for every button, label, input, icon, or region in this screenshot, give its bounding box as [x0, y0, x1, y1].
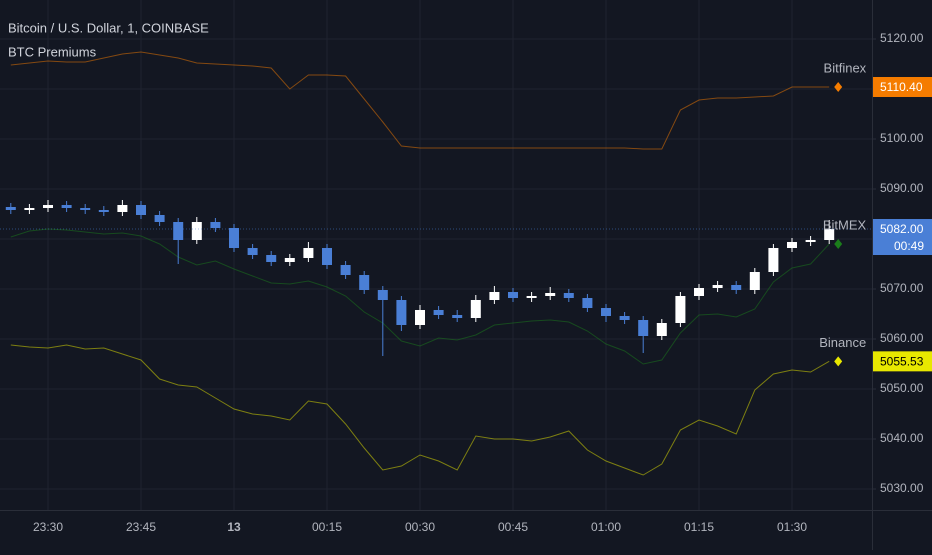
candle-body [43, 205, 53, 208]
series-line [10, 344, 830, 476]
candle-body [563, 293, 574, 298]
y-tick-label: 5050.00 [880, 381, 924, 395]
candle-body [377, 290, 388, 300]
y-tick-label: 5040.00 [880, 431, 924, 445]
candle-body [154, 215, 165, 222]
candle-body [303, 248, 314, 258]
chart-title: Bitcoin / U.S. Dollar, 1, COINBASE [8, 20, 209, 35]
y-tick-label: 5070.00 [880, 281, 924, 295]
candle-body [470, 300, 481, 318]
candle-body [749, 272, 760, 290]
x-tick-label: 23:45 [126, 520, 156, 534]
candle-body [694, 288, 704, 296]
x-tick-label: 23:30 [33, 520, 63, 534]
series-marker [834, 82, 843, 92]
candle-body [582, 298, 593, 308]
x-tick-label: 01:00 [591, 520, 621, 534]
candle-body [229, 228, 239, 248]
candle-body [656, 323, 667, 336]
candle-body [545, 293, 556, 296]
x-tick-label: 01:30 [777, 520, 807, 534]
candle-body [284, 258, 295, 262]
candle-body [508, 292, 518, 298]
series-name: Binance [819, 335, 866, 350]
candle-body [601, 308, 611, 316]
y-tick-label: 5120.00 [880, 31, 924, 45]
candle-body [247, 248, 258, 255]
candle-body [136, 205, 146, 215]
candle-body [359, 275, 370, 290]
candle-body [340, 265, 351, 275]
y-tick-label: 5060.00 [880, 331, 924, 345]
candle-body [433, 310, 444, 315]
candle-body [396, 300, 407, 325]
series-name: Bitfinex [824, 60, 867, 75]
price-badge [873, 219, 932, 255]
y-tick-label: 5030.00 [880, 481, 924, 495]
countdown: 00:49 [894, 239, 924, 253]
grid [0, 0, 872, 510]
candle-body [5, 207, 16, 210]
candle-body [638, 320, 649, 336]
price-badge-label: 5082.00 [880, 222, 924, 236]
candle-body [210, 222, 221, 228]
series-marker [834, 356, 843, 367]
candle-body [619, 316, 630, 320]
candle-body [526, 296, 537, 298]
candle-body [98, 210, 109, 212]
candle-body [24, 208, 35, 210]
price-badge [873, 77, 932, 97]
plot-area: Bitfinex BitMEX Binance [0, 51, 872, 476]
series-marker [834, 239, 843, 249]
series-line [10, 51, 830, 150]
indicator-name: BTC Premiums [8, 44, 97, 59]
x-tick-label: 01:15 [684, 520, 714, 534]
x-tick-label: 13 [227, 520, 241, 534]
candle-body [266, 255, 277, 262]
candle-body [675, 296, 686, 323]
price-badge-label: 5055.53 [880, 355, 924, 369]
candle-body [787, 242, 797, 248]
series-name: BitMEX [823, 217, 867, 232]
candle-body [80, 208, 91, 210]
price-badge [873, 351, 932, 372]
candle-body [322, 248, 332, 265]
candle-body [731, 285, 742, 290]
candle-body [489, 292, 500, 300]
y-tick-label: 5090.00 [880, 181, 924, 195]
candle-body [191, 222, 202, 240]
x-tick-label: 00:45 [498, 520, 528, 534]
candle-body [452, 315, 463, 318]
axes: 5030.005040.005050.005060.005070.005080.… [33, 31, 932, 534]
candle-body [805, 240, 816, 242]
price-badge-label: 5110.40 [880, 80, 923, 94]
candle-body [768, 248, 779, 272]
candle-body [173, 222, 184, 240]
y-tick-label: 5100.00 [880, 131, 924, 145]
x-tick-label: 00:30 [405, 520, 435, 534]
candle-body [415, 310, 425, 325]
candle-body [117, 205, 128, 212]
x-tick-label: 00:15 [312, 520, 342, 534]
candle-body [824, 229, 835, 240]
series-line [10, 228, 830, 365]
candle-body [61, 205, 72, 208]
candle-body [712, 285, 723, 288]
